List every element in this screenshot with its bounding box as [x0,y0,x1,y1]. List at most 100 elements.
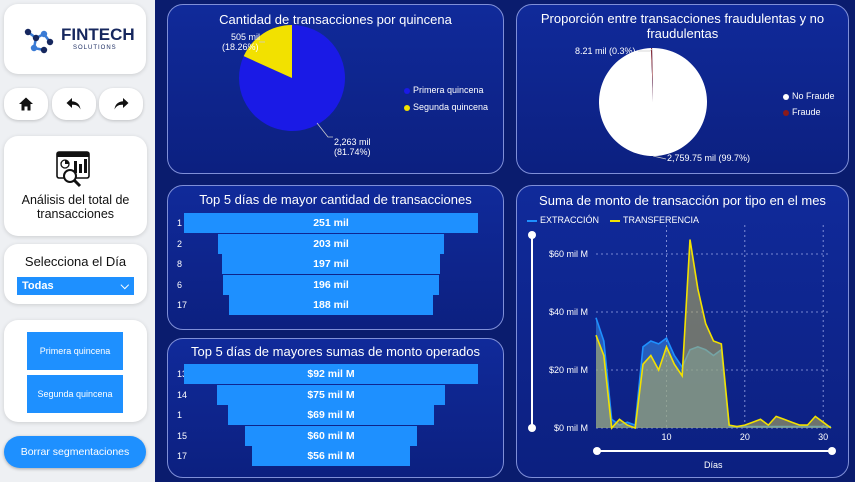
y-range-slider-handle[interactable] [528,231,536,239]
sidebar: FINTECH SOLUTIONS Análisis del total de … [0,0,155,482]
top-count-day-label: 8 [177,259,183,269]
brand-tagline: SOLUTIONS [73,45,117,51]
pie-quincena-title: Cantidad de transacciones por quincena [219,12,452,27]
pie-quincena-chart [239,24,345,138]
home-icon [19,97,33,111]
line-xlabel: Días [704,460,723,470]
top-amount-day-label: 15 [177,430,188,441]
day-slicer-title: Selecciona el Día [24,254,127,269]
legend-label-fraude: Fraude [792,107,821,117]
top-amount-day-label: 17 [177,451,188,461]
pie-fraude-panel: Proporción entre transacciones fraudulen… [516,4,849,174]
y-tick-label: $40 mil M [549,307,588,317]
y-tick-label: $0 mil M [554,423,588,433]
pie-fraude-leader-small [638,48,653,52]
pie-fraude-slice-0[interactable] [599,47,708,156]
analytics-report-icon [56,151,90,188]
x-range-slider-handle[interactable] [593,447,601,455]
legend-line-transferencia [610,219,620,222]
y-tick-label: $20 mil M [549,365,588,375]
legend-extraccion: EXTRACCIÓN [527,215,599,225]
forward-button[interactable] [99,88,143,120]
legend-dot-fraude [783,109,789,116]
top-amount-panel: Top 5 días de mayores sumas de monto ope… [167,338,504,478]
top-amount-title: Top 5 días de mayores sumas de monto ope… [190,344,481,359]
top-count-bar[interactable]: 197 mil [222,254,440,274]
legend-transferencia: TRANSFERENCIA [610,215,699,225]
pie-fraude-title: Proporción entre transacciones fraudulen… [540,11,825,41]
legend-label-no-fraude: No Fraude [792,91,835,101]
legend-label-extraccion: EXTRACCIÓN [540,215,600,225]
legend-primera: Primera quincena [404,85,484,95]
legend-label-segunda: Segunda quincena [413,102,489,112]
brand-name: FINTECH [61,25,135,44]
pie-quincena-label-big: 2,263 mil [334,137,371,147]
top-count-bar[interactable]: 196 mil [223,274,439,295]
legend-no-fraude: No Fraude [783,91,835,101]
legend-dot-primera [404,87,410,94]
pie-quincena-slice-1[interactable] [243,24,292,78]
top-count-day-label: 1 [177,218,183,228]
top-amount-day-label: 14 [177,389,188,400]
line-panel: Suma de monto de transacción por tipo en… [516,185,849,478]
line-chart: $0 mil M $20 mil M $40 mil M $60 mil M 10 20 3… [528,225,836,455]
area-transferencia [596,239,831,428]
pie-quincena-leader-big [316,122,333,138]
top-count-day-label: 17 [177,300,188,310]
analysis-card[interactable]: Análisis del total de transacciones [4,136,147,236]
pie-fraude-label-small: 8.21 mil (0.3%) [575,46,636,56]
y-tick-label: $60 mil M [549,249,588,259]
legend-label-transferencia: TRANSFERENCIA [623,215,700,225]
day-dropdown[interactable]: Todas ⌵ [17,277,134,295]
line-title: Suma de monto de transacción por tipo en… [539,193,826,208]
pie-quincena-label-small: 505 mil [231,32,261,42]
pie-quincena-label-big-pct: (81.74%) [334,147,371,157]
undo-arrow-icon [66,98,81,110]
legend-dot-segunda [404,104,410,111]
top-count-bar[interactable]: 203 mil [218,233,444,254]
pie-fraude-label-big: 2,759.75 mil (99.7%) [667,153,751,163]
brand-logo: FINTECH SOLUTIONS [4,4,146,74]
series-line-transferencia[interactable] [595,239,832,430]
quincena-buttons-panel: Primera quincena Segunda quincena [4,320,147,422]
analysis-label: Análisis del total de transacciones [21,193,130,221]
top-amount-day-label: 1 [177,410,183,420]
top-count-bar[interactable]: 251 mil [184,213,478,233]
x-tick-label: 20 [740,432,750,442]
pie-fraude-slice-1[interactable] [651,48,653,102]
top-amount-bar[interactable]: $69 mil M [228,405,434,425]
day-slicer: Selecciona el Día Todas ⌵ [4,244,147,304]
top-amount-bar[interactable]: $75 mil M [217,384,445,405]
top-amount-bar[interactable]: $92 mil M [184,364,478,384]
top-amount-bar[interactable]: $56 mil M [251,446,411,466]
segunda-quincena-button[interactable]: Segunda quincena [27,375,123,413]
legend-dot-no-fraude [783,93,789,100]
redo-arrow-icon [114,98,129,110]
top-amount-day-label: 13 [177,369,188,379]
legend-segunda: Segunda quincena [404,102,488,112]
back-button[interactable] [52,88,96,120]
top-amount-bar[interactable]: $60 mil M [244,425,418,446]
top-count-panel: Top 5 días de mayor cantidad de transacc… [167,185,504,330]
home-button[interactable] [4,88,48,120]
pie-fraude-chart [599,47,708,160]
top-count-bar[interactable]: 188 mil [228,295,434,315]
pie-quincena-panel: Cantidad de transacciones por quincena 5… [167,4,504,174]
top-count-day-label: 2 [177,238,183,249]
pie-quincena-label-small-pct: (18.26%) [222,42,259,52]
top-count-day-label: 6 [177,279,183,290]
day-dropdown-value: Todas [22,280,54,292]
chevron-down-icon: ⌵ [120,280,129,292]
clear-filters-button[interactable]: Borrar segmentaciones [4,436,146,468]
legend-fraude: Fraude [783,107,821,117]
x-tick-label: 10 [661,432,671,442]
x-tick-label: 30 [818,432,828,442]
primera-quincena-button[interactable]: Primera quincena [27,332,123,370]
pie-fraude-leader-big [652,155,667,160]
legend-label-primera: Primera quincena [413,85,484,95]
fintech-logo-icon [24,28,54,54]
legend-line-extraccion [527,219,537,222]
top-count-title: Top 5 días de mayor cantidad de transacc… [199,192,472,207]
y-range-slider-handle[interactable] [528,424,536,432]
x-range-slider-handle[interactable] [828,447,836,455]
